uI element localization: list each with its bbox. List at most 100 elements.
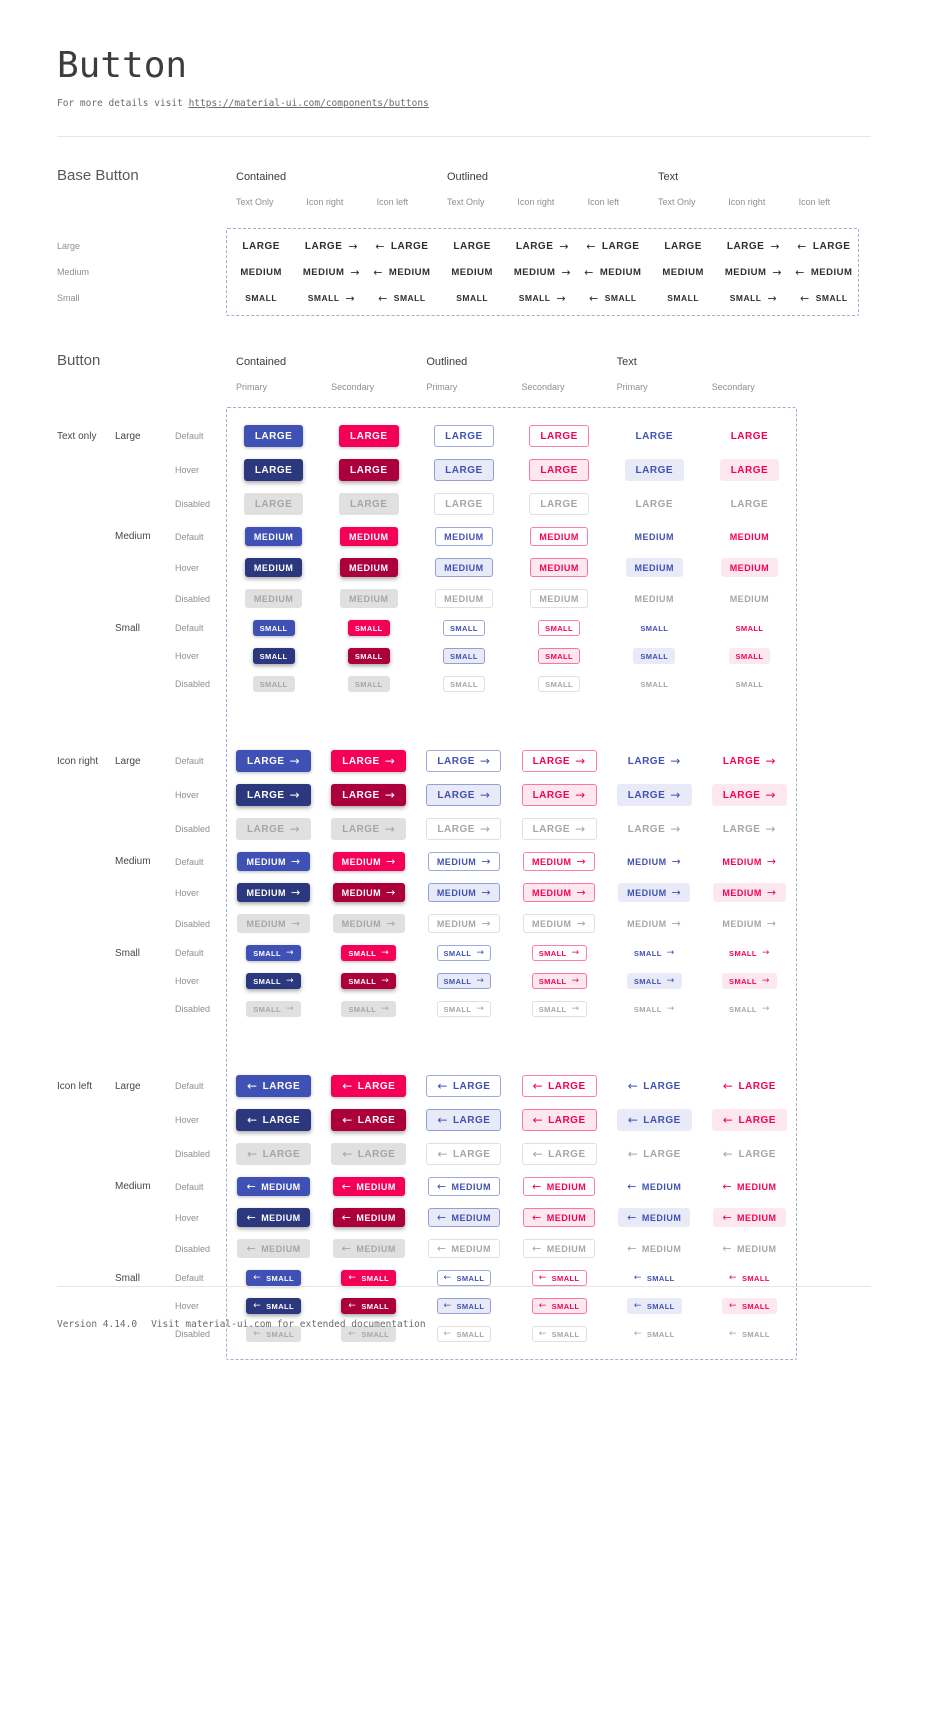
button-text-secondary-left-large-hover[interactable]: ← LARGE <box>711 1109 787 1131</box>
button-outlined-primary-none-large-disabled[interactable]: LARGE <box>434 493 494 515</box>
base-button-text-text-only-large[interactable]: LARGE <box>664 241 702 252</box>
button-text-primary-none-large-disabled[interactable]: LARGE <box>625 493 685 515</box>
button-text-primary-right-small-disabled[interactable]: SMALL → <box>627 1001 682 1017</box>
button-text-primary-left-medium-disabled[interactable]: ← MEDIUM <box>618 1239 690 1258</box>
button-outlined-primary-none-large-default[interactable]: LARGE <box>434 425 494 447</box>
button-outlined-secondary-none-large-disabled[interactable]: LARGE <box>529 493 589 515</box>
button-outlined-secondary-none-large-hover[interactable]: LARGE <box>529 459 589 481</box>
button-outlined-secondary-right-large-default[interactable]: LARGE → <box>521 750 597 772</box>
button-text-secondary-right-large-disabled[interactable]: LARGE → <box>712 818 787 840</box>
button-text-secondary-left-small-disabled[interactable]: ← SMALL <box>722 1326 777 1342</box>
button-text-primary-left-large-disabled[interactable]: ← LARGE <box>617 1143 692 1165</box>
button-outlined-secondary-none-medium-default[interactable]: MEDIUM <box>530 527 588 546</box>
button-contained-secondary-left-medium-disabled[interactable]: ← MEDIUM <box>332 1239 405 1258</box>
button-outlined-primary-left-large-disabled[interactable]: ← LARGE <box>426 1143 502 1165</box>
button-contained-primary-right-small-default[interactable]: SMALL → <box>246 945 301 961</box>
button-text-primary-none-large-default[interactable]: LARGE <box>625 425 685 447</box>
button-text-primary-none-medium-hover[interactable]: MEDIUM <box>625 558 684 577</box>
button-text-secondary-right-medium-disabled[interactable]: MEDIUM → <box>713 914 785 933</box>
button-outlined-secondary-left-small-default[interactable]: ← SMALL <box>531 1270 587 1286</box>
button-text-primary-none-small-disabled[interactable]: SMALL <box>633 676 675 692</box>
docs-link[interactable]: https://material-ui.com/components/butto… <box>188 98 429 109</box>
button-contained-primary-left-large-default[interactable]: ← LARGE <box>236 1075 312 1097</box>
button-outlined-secondary-left-small-hover[interactable]: ← SMALL <box>531 1298 587 1314</box>
base-button-text-text-only-small[interactable]: SMALL <box>667 293 699 303</box>
button-outlined-secondary-none-large-default[interactable]: LARGE <box>529 425 589 447</box>
button-outlined-primary-left-medium-disabled[interactable]: ← MEDIUM <box>427 1239 501 1258</box>
button-contained-secondary-left-large-disabled[interactable]: ← LARGE <box>331 1143 407 1165</box>
button-outlined-primary-none-small-default[interactable]: SMALL <box>443 620 485 636</box>
base-button-text-icon-left-small[interactable]: ← SMALL <box>800 293 848 304</box>
base-button-text-text-only-medium[interactable]: MEDIUM <box>662 267 704 278</box>
button-outlined-secondary-left-large-disabled[interactable]: ← LARGE <box>521 1143 597 1165</box>
button-outlined-primary-right-small-hover[interactable]: SMALL → <box>436 973 492 989</box>
button-contained-primary-right-medium-default[interactable]: MEDIUM → <box>237 852 310 871</box>
button-contained-primary-none-large-disabled[interactable]: LARGE <box>243 493 304 515</box>
button-contained-secondary-left-small-disabled[interactable]: ← SMALL <box>341 1326 397 1342</box>
button-text-secondary-none-large-hover[interactable]: LARGE <box>719 459 780 481</box>
button-text-secondary-left-medium-default[interactable]: ← MEDIUM <box>713 1177 785 1196</box>
button-contained-secondary-right-medium-disabled[interactable]: MEDIUM → <box>332 914 405 933</box>
button-text-primary-none-small-default[interactable]: SMALL <box>633 620 675 636</box>
button-contained-primary-right-large-hover[interactable]: LARGE → <box>236 784 312 806</box>
button-contained-secondary-none-medium-disabled[interactable]: MEDIUM <box>340 589 398 608</box>
base-button-text-icon-right-large[interactable]: LARGE → <box>727 241 780 252</box>
button-contained-primary-none-large-hover[interactable]: LARGE <box>243 459 304 481</box>
button-contained-primary-right-medium-disabled[interactable]: MEDIUM → <box>237 914 310 933</box>
button-outlined-secondary-right-small-hover[interactable]: SMALL → <box>531 973 587 989</box>
button-outlined-secondary-left-large-default[interactable]: ← LARGE <box>521 1075 597 1097</box>
button-text-secondary-right-small-disabled[interactable]: SMALL → <box>722 1001 777 1017</box>
button-outlined-primary-none-medium-hover[interactable]: MEDIUM <box>435 558 493 577</box>
button-text-secondary-none-small-disabled[interactable]: SMALL <box>729 676 771 692</box>
button-contained-secondary-left-small-default[interactable]: ← SMALL <box>341 1270 397 1286</box>
base-button-contained-text-only-medium[interactable]: MEDIUM <box>240 267 282 278</box>
button-outlined-secondary-none-small-default[interactable]: SMALL <box>538 620 581 636</box>
button-contained-secondary-none-small-hover[interactable]: SMALL <box>347 648 390 664</box>
button-text-secondary-left-medium-hover[interactable]: ← MEDIUM <box>713 1208 786 1227</box>
button-contained-secondary-left-large-hover[interactable]: ← LARGE <box>331 1109 407 1131</box>
button-contained-primary-left-medium-disabled[interactable]: ← MEDIUM <box>237 1239 310 1258</box>
button-contained-secondary-left-medium-default[interactable]: ← MEDIUM <box>332 1177 405 1196</box>
button-text-secondary-left-medium-disabled[interactable]: ← MEDIUM <box>713 1239 785 1258</box>
button-outlined-primary-right-large-default[interactable]: LARGE → <box>426 750 502 772</box>
button-outlined-secondary-none-small-hover[interactable]: SMALL <box>538 648 581 664</box>
button-outlined-primary-right-medium-disabled[interactable]: MEDIUM → <box>427 914 501 933</box>
base-button-text-icon-left-large[interactable]: ← LARGE <box>797 241 850 252</box>
button-text-secondary-left-small-hover[interactable]: ← SMALL <box>722 1298 777 1314</box>
base-button-outlined-icon-left-large[interactable]: ← LARGE <box>586 241 639 252</box>
base-button-text-icon-right-medium[interactable]: MEDIUM → <box>725 267 782 278</box>
button-contained-secondary-right-large-default[interactable]: LARGE → <box>331 750 407 772</box>
base-button-outlined-icon-right-small[interactable]: SMALL → <box>519 293 567 304</box>
button-text-secondary-right-medium-hover[interactable]: MEDIUM → <box>713 883 786 902</box>
button-outlined-secondary-none-medium-hover[interactable]: MEDIUM <box>530 558 588 577</box>
button-contained-primary-none-small-default[interactable]: SMALL <box>252 620 295 636</box>
button-contained-secondary-none-medium-hover[interactable]: MEDIUM <box>340 558 398 577</box>
button-contained-primary-left-small-hover[interactable]: ← SMALL <box>246 1298 301 1314</box>
base-button-contained-icon-left-large[interactable]: ← LARGE <box>375 241 428 252</box>
base-button-outlined-text-only-large[interactable]: LARGE <box>453 241 491 252</box>
button-text-secondary-left-large-default[interactable]: ← LARGE <box>712 1075 787 1097</box>
button-outlined-primary-right-small-default[interactable]: SMALL → <box>436 945 492 961</box>
button-contained-secondary-right-small-hover[interactable]: SMALL → <box>341 973 397 989</box>
button-contained-primary-none-small-hover[interactable]: SMALL <box>252 648 295 664</box>
button-outlined-secondary-left-medium-default[interactable]: ← MEDIUM <box>522 1177 596 1196</box>
button-text-secondary-none-medium-default[interactable]: MEDIUM <box>721 527 779 546</box>
button-outlined-primary-none-small-hover[interactable]: SMALL <box>443 648 485 664</box>
button-text-primary-none-medium-disabled[interactable]: MEDIUM <box>626 589 684 608</box>
button-outlined-primary-left-large-default[interactable]: ← LARGE <box>426 1075 502 1097</box>
button-outlined-primary-left-large-hover[interactable]: ← LARGE <box>426 1109 502 1131</box>
button-outlined-secondary-none-small-disabled[interactable]: SMALL <box>538 676 581 692</box>
button-text-primary-right-medium-disabled[interactable]: MEDIUM → <box>618 914 690 933</box>
base-button-outlined-icon-right-large[interactable]: LARGE → <box>516 241 569 252</box>
button-outlined-primary-none-large-hover[interactable]: LARGE <box>434 459 494 481</box>
button-text-secondary-right-small-hover[interactable]: SMALL → <box>722 973 777 989</box>
button-text-secondary-right-small-default[interactable]: SMALL → <box>722 945 777 961</box>
button-outlined-primary-left-medium-default[interactable]: ← MEDIUM <box>427 1177 501 1196</box>
button-outlined-primary-right-medium-default[interactable]: MEDIUM → <box>427 852 501 871</box>
button-contained-primary-right-medium-hover[interactable]: MEDIUM → <box>237 883 310 902</box>
button-contained-secondary-none-large-disabled[interactable]: LARGE <box>339 493 399 515</box>
base-button-outlined-text-only-medium[interactable]: MEDIUM <box>451 267 493 278</box>
button-outlined-primary-left-small-default[interactable]: ← SMALL <box>436 1270 492 1286</box>
button-outlined-primary-right-small-disabled[interactable]: SMALL → <box>436 1001 492 1017</box>
button-text-primary-left-small-hover[interactable]: ← SMALL <box>626 1298 682 1314</box>
